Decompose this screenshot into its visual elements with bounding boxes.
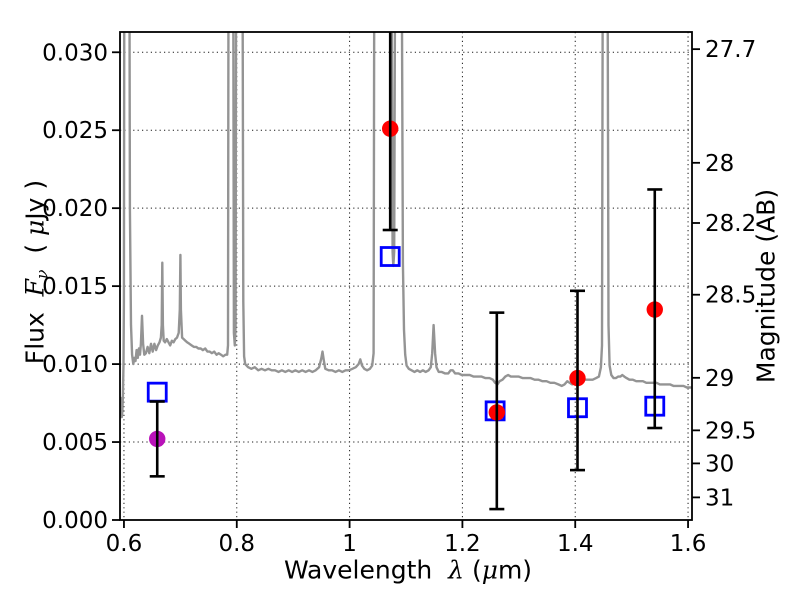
x-tick-label: 1 bbox=[342, 531, 357, 557]
x-tick-label: 1.6 bbox=[670, 531, 707, 557]
y-right-tick-label: 28.2 bbox=[705, 211, 756, 237]
axis-label-segment: m) bbox=[497, 555, 533, 585]
y-left-tick-label: 0.000 bbox=[42, 508, 108, 534]
axis-label-segment: μ bbox=[20, 219, 50, 236]
y-left-tick-label: 0.030 bbox=[42, 40, 108, 66]
axis-label-segment: Wavelength bbox=[283, 555, 449, 585]
y-left-tick-label: 0.015 bbox=[42, 274, 108, 300]
y-right-tick-label: 31 bbox=[705, 485, 734, 511]
y-right-tick-label: 30 bbox=[705, 451, 734, 477]
y-right-tick-label: 28.5 bbox=[705, 283, 756, 309]
axis-label-segment: ν bbox=[33, 269, 52, 279]
x-tick-label: 0.6 bbox=[106, 531, 143, 557]
x-axis-label-wavelength: Wavelength λ (μm) bbox=[284, 556, 532, 585]
x-tick-label: 0.8 bbox=[218, 531, 255, 557]
y-left-tick-label: 0.010 bbox=[42, 352, 108, 378]
y-left-tick-label: 0.005 bbox=[42, 430, 108, 456]
axis-label-segment: Flux bbox=[20, 296, 50, 365]
marker-blue-square bbox=[379, 246, 401, 267]
error-bars bbox=[149, 32, 663, 511]
y-left-tick-label: 0.025 bbox=[42, 118, 108, 144]
tick-labels: 0.6 0.8 1 1.2 1.4 1.6 0.000 0.005 0.010 0.015 0.02… bbox=[42, 37, 756, 557]
x-tick-label: 1.4 bbox=[557, 531, 594, 557]
x-tick-label: 1.2 bbox=[444, 531, 481, 557]
axis-label-segment: Jy ) bbox=[20, 179, 50, 220]
axis-label-segment: ( bbox=[464, 555, 482, 585]
y-right-tick-label: 28 bbox=[705, 151, 734, 177]
axis-label-segment: λ bbox=[448, 555, 464, 585]
plot-frame bbox=[119, 31, 693, 521]
y-left-tick-label: 0.020 bbox=[42, 196, 108, 222]
tick-marks bbox=[112, 48, 700, 528]
axis-label-segment: ( bbox=[20, 235, 50, 270]
axis-label-segment: F bbox=[20, 278, 50, 297]
axis-label-segment: μ bbox=[481, 555, 498, 585]
y-right-tick-label: 29 bbox=[705, 366, 734, 392]
y-right-tick-label: 29.5 bbox=[705, 418, 756, 444]
y-axis-label-magnitude: Magnitude (AB) bbox=[751, 188, 781, 384]
y-axis-label-flux: Flux Fν ( μJy ) bbox=[20, 180, 51, 364]
y-right-tick-label: 27.7 bbox=[705, 37, 756, 63]
